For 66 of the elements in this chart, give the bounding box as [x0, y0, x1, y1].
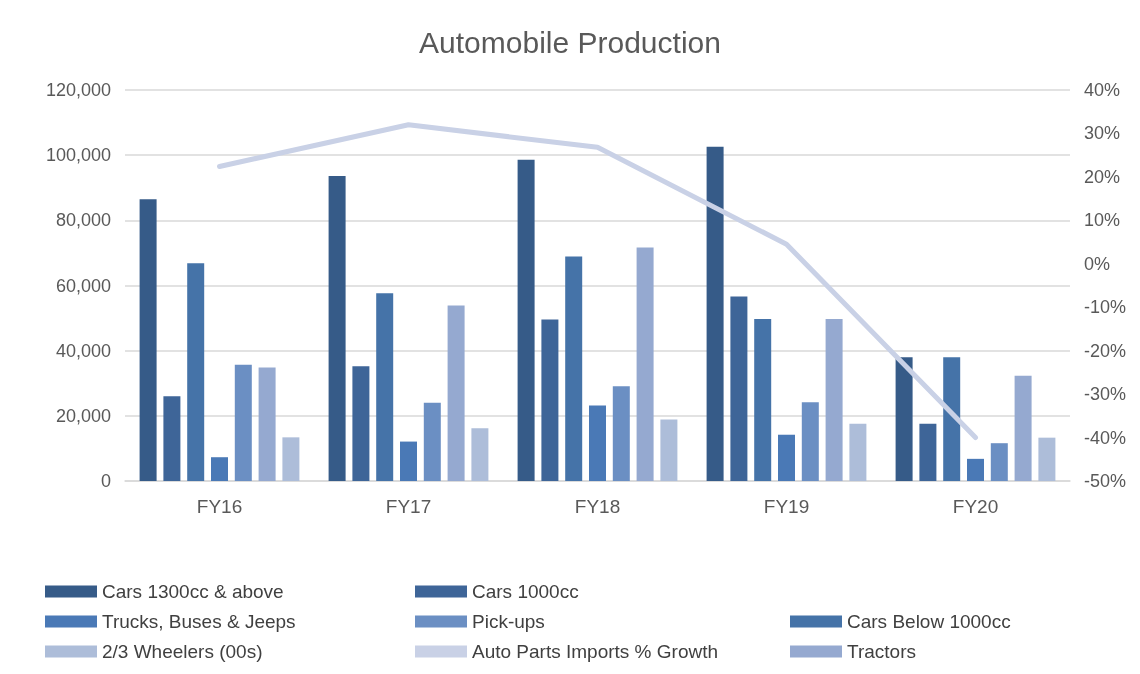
- bar: [967, 458, 984, 481]
- y2-tick-label: -50%: [1084, 471, 1127, 491]
- bar: [1038, 437, 1056, 481]
- y2-tick-label: -20%: [1084, 340, 1127, 361]
- legend-label: Cars 1300cc & above: [102, 581, 284, 602]
- x-tick-label: FY17: [385, 496, 432, 517]
- bar: [919, 423, 937, 481]
- x-tick-label: FY20: [952, 496, 999, 517]
- bar: [943, 357, 961, 481]
- bar: [589, 405, 606, 481]
- bar: [400, 441, 417, 481]
- bar: [447, 305, 465, 481]
- legend-label: Auto Parts Imports % Growth: [472, 641, 719, 662]
- legend-label: Pick-ups: [472, 611, 545, 632]
- y2-tick-label: 30%: [1084, 123, 1121, 144]
- bar: [187, 263, 205, 481]
- bar: [139, 199, 157, 481]
- x-tick-label: FY16: [196, 496, 243, 517]
- y2-tick-label: 20%: [1084, 166, 1121, 187]
- bar: [990, 443, 1008, 481]
- y2-tick-label: -10%: [1084, 297, 1127, 318]
- bar: [778, 434, 795, 481]
- legend-label: Cars 1000cc: [472, 581, 579, 602]
- y2-tick-label: 40%: [1084, 80, 1121, 100]
- bar: [895, 357, 913, 481]
- bar: [328, 176, 346, 481]
- bar: [282, 437, 300, 481]
- bar: [565, 256, 583, 481]
- bar: [1014, 375, 1032, 481]
- y-tick-label: 60,000: [55, 275, 111, 296]
- bar: [376, 293, 394, 481]
- bar: [612, 386, 630, 481]
- bar: [163, 396, 181, 481]
- bar: [801, 402, 819, 481]
- bar: [211, 457, 228, 481]
- y-tick-label: 100,000: [45, 145, 111, 166]
- bar: [258, 367, 276, 481]
- bar: [706, 146, 724, 481]
- bar: [517, 159, 535, 481]
- bar: [754, 319, 772, 481]
- chart-title: Automobile Production: [419, 25, 721, 59]
- legend-label: Cars Below 1000cc: [847, 611, 1011, 632]
- y-tick-label: 80,000: [55, 210, 111, 231]
- y-tick-label: 20,000: [55, 405, 111, 426]
- bar: [825, 319, 843, 481]
- bar: [660, 419, 678, 481]
- bar: [423, 402, 441, 481]
- legend-label: 2/3 Wheelers (00s): [102, 641, 263, 662]
- y2-tick-label: 0%: [1084, 253, 1111, 274]
- legend-label: Tractors: [847, 641, 916, 662]
- y2-tick-label: 10%: [1084, 210, 1121, 231]
- y-tick-label: 120,000: [45, 80, 111, 100]
- y2-tick-label: -40%: [1084, 427, 1127, 448]
- bar: [636, 247, 654, 481]
- bar: [849, 423, 867, 481]
- x-tick-label: FY19: [763, 496, 810, 517]
- y2-tick-label: -30%: [1084, 384, 1127, 405]
- bar: [541, 319, 559, 481]
- y-tick-label: 0: [100, 471, 111, 491]
- bar: [471, 428, 489, 481]
- x-tick-label: FY18: [574, 496, 621, 517]
- bar: [730, 296, 748, 481]
- bar: [352, 366, 370, 481]
- y-tick-label: 40,000: [55, 340, 111, 361]
- bar: [234, 364, 252, 481]
- legend-label: Trucks, Buses & Jeeps: [102, 611, 296, 632]
